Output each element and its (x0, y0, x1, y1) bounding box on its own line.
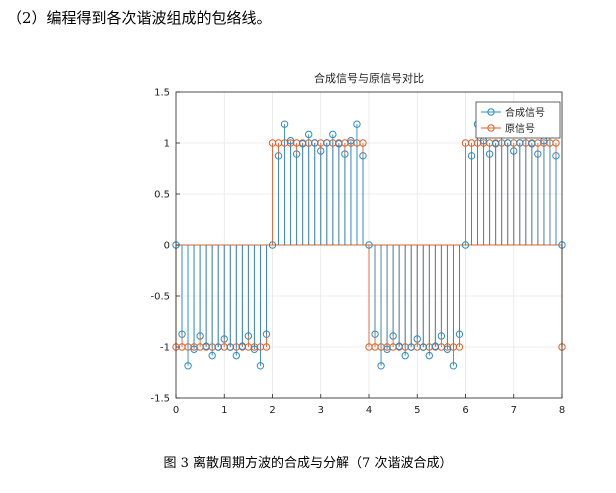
figure-caption: 图 3 离散周期方波的合成与分解（7 次谐波合成） (163, 456, 453, 471)
legend-label-synth: 合成信号 (505, 106, 545, 119)
synth-marker (552, 152, 560, 160)
original-marker (262, 343, 271, 351)
synth-marker (377, 362, 385, 370)
synth-marker (534, 150, 542, 158)
synth-marker (323, 139, 331, 147)
x-tick-label: 5 (414, 405, 420, 416)
synth-marker (190, 345, 198, 353)
synth-marker (485, 150, 494, 158)
synth-marker (298, 140, 307, 148)
synth-marker (437, 332, 446, 340)
synth-marker (407, 343, 415, 351)
synth-marker (280, 120, 289, 128)
original-marker (552, 139, 560, 147)
synth-marker (359, 152, 367, 160)
synth-marker (528, 140, 536, 148)
axis-ticks: 0 1 2 3 4 5 6 7 8 -1.5 -1 -0.5 0 0.5 1 1.5 (150, 88, 565, 417)
synth-marker (178, 330, 186, 338)
synth-marker (419, 343, 427, 351)
synth-marker (371, 330, 379, 338)
synth-marker (353, 120, 361, 128)
synth-marker (335, 140, 343, 148)
synth-marker (262, 330, 271, 338)
synth-marker (220, 335, 228, 343)
synth-marker (238, 342, 247, 350)
synth-marker (329, 130, 337, 139)
legend-marker-orig (487, 124, 495, 132)
synth-marker (256, 362, 265, 370)
synth-marker (449, 362, 458, 370)
synth-marker (455, 330, 464, 338)
synth-marker (304, 130, 313, 139)
y-tick-label: -0.5 (150, 292, 170, 303)
synthesized-signal-stems (181, 124, 557, 366)
original-marker (455, 343, 464, 351)
synth-marker (196, 332, 204, 340)
synth-marker (365, 241, 373, 249)
x-tick-label: 7 (511, 405, 517, 416)
synth-marker (214, 343, 222, 351)
synth-marker (292, 150, 301, 158)
synth-marker (383, 345, 391, 353)
legend: 合成信号 原信号 (475, 101, 561, 139)
synth-marker (491, 140, 500, 148)
y-tick-label: 1.5 (154, 88, 170, 99)
synth-marker (510, 147, 518, 155)
y-tick-label: 0 (164, 241, 170, 252)
legend-label-orig: 原信号 (505, 123, 535, 135)
synth-marker (467, 152, 476, 160)
synth-marker (461, 241, 470, 249)
synth-marker (202, 342, 210, 350)
y-tick-label: -1.5 (150, 394, 170, 405)
synth-marker (431, 342, 440, 350)
synth-marker (232, 351, 241, 360)
y-tick-label: -1 (160, 343, 170, 354)
y-tick-label: 0.5 (154, 190, 170, 201)
synth-marker (347, 137, 355, 145)
synth-marker (268, 241, 277, 249)
x-tick-label: 6 (462, 405, 468, 416)
synth-marker (317, 147, 325, 155)
synth-marker (443, 345, 452, 353)
legend-marker-synth (487, 108, 495, 116)
y-tick-label: 1 (164, 139, 170, 150)
synth-marker (413, 335, 421, 343)
synth-marker (425, 351, 434, 360)
legend-box (475, 101, 561, 139)
chart-title: 合成信号与原信号对比 (314, 71, 424, 85)
stem-chart: 合成信号与原信号对比 0 1 2 3 4 5 6 7 8 -1.5 -1 -0.5 0 0.5 1 1.5 合… (150, 71, 566, 417)
x-tick-label: 2 (269, 405, 275, 416)
synth-marker (274, 152, 283, 160)
synth-marker (184, 362, 192, 370)
section-heading: （2）编程得到各次谐波组成的包络线。 (7, 9, 272, 27)
synth-marker (504, 139, 512, 147)
x-tick-label: 4 (366, 405, 372, 416)
synth-marker (286, 137, 295, 145)
synthesized-signal-markers (172, 120, 566, 370)
synth-marker (311, 139, 319, 147)
x-tick-label: 1 (221, 405, 227, 416)
x-tick-label: 8 (559, 405, 565, 416)
x-tick-label: 3 (318, 405, 324, 416)
synth-marker (226, 343, 234, 351)
synth-marker (516, 139, 524, 147)
synth-marker (395, 342, 403, 350)
x-tick-label: 0 (173, 405, 179, 416)
synth-marker (250, 345, 259, 353)
original-marker (359, 139, 367, 147)
synth-marker (341, 150, 349, 158)
synth-marker (208, 351, 216, 360)
synth-marker (244, 332, 253, 340)
synth-marker (389, 332, 397, 340)
synth-marker (401, 351, 409, 360)
